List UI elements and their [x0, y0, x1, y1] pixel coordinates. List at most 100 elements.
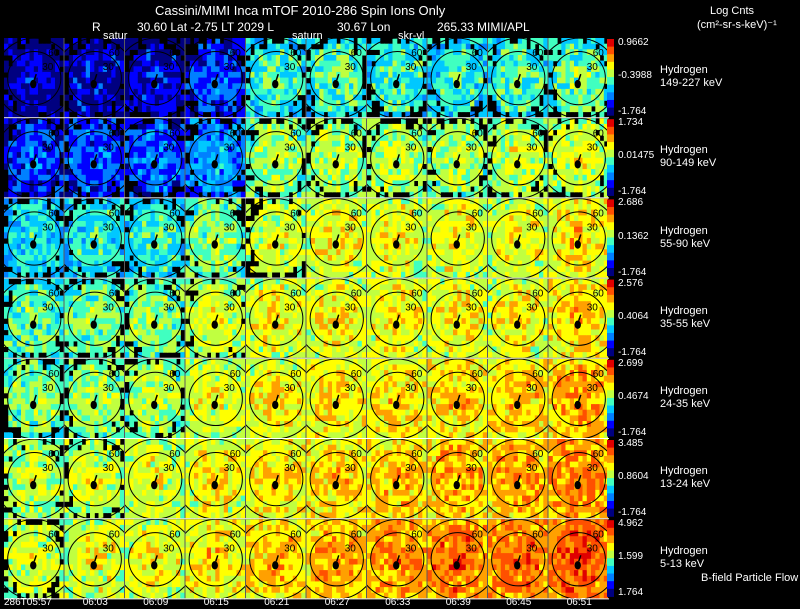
circle-label-30: 30: [284, 303, 296, 314]
circle-label-30: 30: [163, 543, 175, 554]
circle-label-60: 60: [593, 529, 605, 540]
circle-label-30: 30: [466, 383, 478, 394]
circle-label-30: 30: [224, 543, 236, 554]
circle-label-60: 60: [532, 289, 544, 300]
scale-min-label: -1.764: [618, 186, 647, 198]
circle-label-30: 30: [224, 303, 236, 314]
circle-label-60: 60: [109, 289, 121, 300]
circle-label-60: 60: [169, 209, 181, 220]
circle-label-30: 30: [163, 223, 175, 234]
scale-max-label: 4.962: [618, 518, 644, 530]
circle-label-60: 60: [351, 209, 363, 220]
skr-overlay-label: skr-vl: [398, 30, 425, 42]
band-label: Hydrogen 13-24 keV: [660, 465, 710, 491]
band-energy: 90-149 keV: [660, 157, 717, 170]
circle-label-60: 60: [472, 209, 484, 220]
band-label: Hydrogen 55-90 keV: [660, 225, 710, 251]
time-tick-label: 06:45: [506, 597, 532, 608]
circle-label-60: 60: [351, 529, 363, 540]
circle-label-30: 30: [42, 303, 54, 314]
circle-label-60: 60: [351, 369, 363, 380]
circle-label-60: 60: [532, 449, 544, 460]
circle-label-60: 60: [109, 529, 121, 540]
band-species: Hydrogen: [660, 224, 708, 237]
circle-label-60: 60: [169, 369, 181, 380]
circle-label-30: 30: [405, 62, 417, 73]
scale-min-label: -1.764: [618, 106, 647, 118]
position-readout: 30.60 Lat -2.75 LT 2029 L: [137, 20, 274, 34]
band-species: Hydrogen: [660, 465, 708, 478]
time-tick-label: 06:39: [445, 597, 471, 608]
circle-label-60: 60: [411, 128, 423, 139]
band-energy: 13-24 keV: [660, 478, 711, 491]
scale-mid-label: -0.3988: [618, 70, 652, 82]
circle-label-60: 60: [351, 48, 363, 59]
circle-label-30: 30: [405, 303, 417, 314]
circle-label-30: 30: [405, 142, 417, 153]
circle-label-30: 30: [466, 543, 478, 554]
band-energy: 149-227 keV: [660, 77, 723, 90]
circle-label-30: 30: [103, 223, 115, 234]
circle-label-60: 60: [48, 128, 60, 139]
time-tick-label: 06:33: [385, 597, 411, 608]
band-species: Hydrogen: [660, 304, 708, 317]
circle-label-60: 60: [230, 209, 242, 220]
scale-max-label: 0.9662: [618, 37, 649, 48]
circle-label-30: 30: [466, 142, 478, 153]
band-species: Hydrogen: [660, 384, 708, 397]
circle-label-30: 30: [587, 463, 599, 474]
circle-label-30: 30: [42, 383, 54, 394]
circle-label-60: 60: [230, 369, 242, 380]
circle-label-60: 60: [109, 369, 121, 380]
circle-label-60: 60: [593, 289, 605, 300]
circle-label-30: 30: [587, 543, 599, 554]
color-scale-bar: [607, 440, 614, 517]
circle-label-60: 60: [351, 128, 363, 139]
circle-label-30: 30: [345, 303, 357, 314]
circle-label-30: 30: [103, 463, 115, 474]
circle-label-30: 30: [526, 62, 538, 73]
circle-label-30: 30: [526, 383, 538, 394]
circle-label-60: 60: [169, 529, 181, 540]
circle-label-30: 30: [42, 543, 54, 554]
color-scale-bar: [607, 520, 614, 597]
circle-label-30: 30: [224, 463, 236, 474]
circle-label-60: 60: [472, 128, 484, 139]
band-energy: 55-90 keV: [660, 237, 711, 250]
circle-label-60: 60: [48, 209, 60, 220]
circle-label-60: 60: [230, 48, 242, 59]
circle-label-30: 30: [163, 142, 175, 153]
band-species: Hydrogen: [660, 545, 708, 558]
scale-mid-label: 0.8604: [618, 471, 649, 483]
circle-label-60: 60: [472, 48, 484, 59]
time-tick-label: 06:51: [566, 597, 592, 608]
circle-label-30: 30: [405, 383, 417, 394]
circle-label-30: 30: [466, 223, 478, 234]
circle-label-60: 60: [411, 449, 423, 460]
circle-label-30: 30: [284, 62, 296, 73]
scale-mid-label: 0.4674: [618, 390, 649, 402]
time-tick-label: 286T05:57: [4, 597, 52, 608]
scale-mid-label: 0.01475: [618, 150, 655, 162]
circle-label-30: 30: [405, 223, 417, 234]
circle-label-30: 30: [42, 223, 54, 234]
circle-label-60: 60: [472, 449, 484, 460]
credit-label: 265.33 MIMI/APL: [437, 20, 530, 34]
